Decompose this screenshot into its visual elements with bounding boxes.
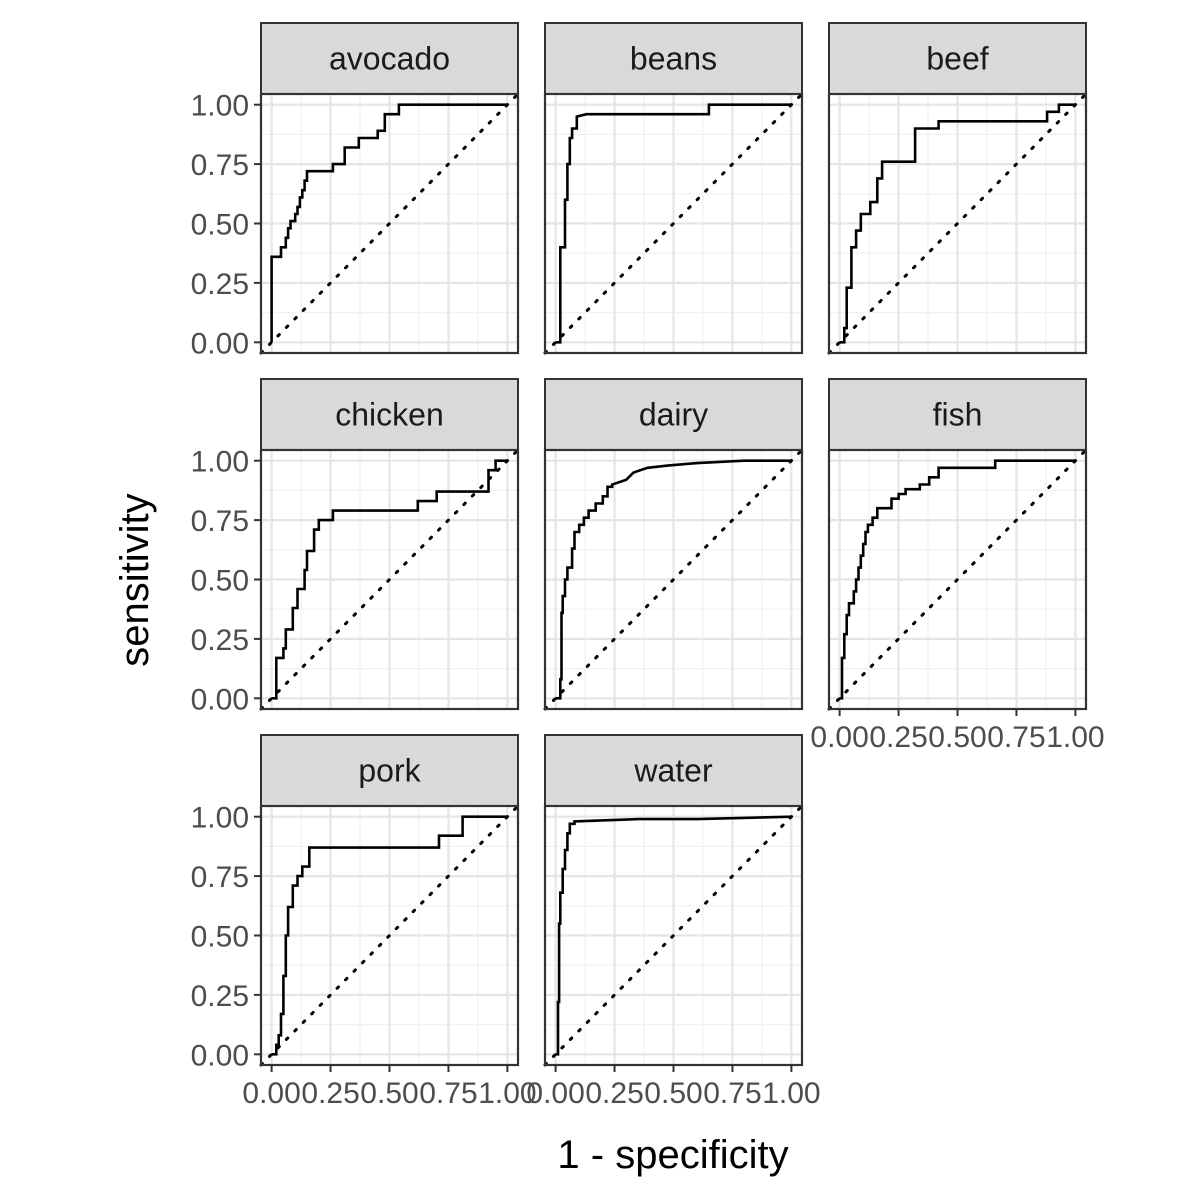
x-tick-label: 0.00 (526, 1077, 584, 1110)
facet-strip (544, 734, 803, 807)
facet-strip (544, 378, 803, 451)
panel-border (827, 92, 1088, 355)
y-tick-label: 0.75 (191, 861, 249, 894)
diagonal-reference-line (543, 92, 804, 355)
facet-strip-label: fish (933, 397, 983, 433)
x-tick-label: 1.00 (762, 1077, 820, 1110)
roc-curve-avocado (270, 103, 508, 343)
roc-curve-chicken (271, 459, 508, 700)
y-tick-label: 0.50 (191, 921, 249, 954)
y-tick-label: 1.00 (191, 90, 249, 123)
x-tick-label: 0.75 (703, 1077, 761, 1110)
x-tick-label: 1.00 (478, 1077, 536, 1110)
facet-panel-dairy: dairy (543, 378, 804, 711)
facet-panel-avocado: avocado 0.00 0.25 0.50 0.75 1.00 (191, 22, 520, 360)
facet-strip-label: dairy (639, 397, 708, 433)
y-tick-label: 1.00 (191, 802, 249, 835)
panel-border (543, 92, 804, 355)
y-tick-label: 0.00 (191, 1039, 249, 1072)
facet-strip (828, 378, 1087, 451)
y-tick-label: 1.00 (191, 446, 249, 479)
roc-curve-dairy (555, 459, 792, 700)
x-tick-label: 0.75 (419, 1077, 477, 1110)
x-tick-label: 0.00 (810, 721, 868, 754)
roc-curve-fish (839, 459, 1076, 700)
diagonal-reference-line (259, 448, 520, 711)
facet-strip-label: beans (630, 41, 717, 77)
facet-strip (260, 734, 519, 807)
facet-strip-label: pork (358, 753, 421, 789)
x-tick-label: 0.50 (928, 721, 986, 754)
facet-panel-water: water 0.00 0.25 0.50 0.75 1.00 (526, 734, 821, 1110)
x-tick-label: 0.25 (869, 721, 927, 754)
y-tick-label: 0.50 (191, 565, 249, 598)
x-tick-label: 0.50 (360, 1077, 418, 1110)
diagonal-reference-line (259, 92, 520, 355)
y-tick-label: 0.50 (191, 209, 249, 242)
x-tick-label: 0.25 (301, 1077, 359, 1110)
facet-strip (260, 22, 519, 95)
facet-strip (828, 22, 1087, 95)
diagonal-reference-line (543, 804, 804, 1067)
panel-border (543, 448, 804, 711)
x-tick-label: 0.50 (644, 1077, 702, 1110)
facet-strip-label: avocado (329, 41, 450, 77)
facet-panel-fish: fish 0.00 0.25 0.50 0.75 1.00 (810, 378, 1105, 754)
roc-curve-beef (839, 103, 1076, 344)
facet-strip-label: chicken (335, 397, 444, 433)
roc-curve-water (555, 815, 792, 1056)
y-tick-label: 0.25 (191, 624, 249, 657)
facet-panel-beans: beans (543, 22, 804, 355)
y-axis-title: sensitivity (113, 493, 157, 666)
roc-curve-pork (271, 815, 508, 1056)
facet-strip (260, 378, 519, 451)
facet-strip-label: water (633, 753, 713, 789)
facet-strip (544, 22, 803, 95)
y-tick-label: 0.75 (191, 505, 249, 538)
x-axis-title: 1 - specificity (557, 1133, 788, 1177)
facet-panel-chicken: chicken 0.00 0.25 0.50 0.75 1.00 (191, 378, 520, 716)
x-tick-label: 0.25 (585, 1077, 643, 1110)
x-tick-label: 0.75 (987, 721, 1045, 754)
diagonal-reference-line (827, 448, 1088, 711)
facet-panel-beef: beef (827, 22, 1088, 355)
y-tick-label: 0.25 (191, 980, 249, 1013)
x-tick-label: 1.00 (1046, 721, 1104, 754)
y-tick-label: 0.00 (191, 327, 249, 360)
roc-curve-beans (555, 103, 792, 344)
diagonal-reference-line (543, 448, 804, 711)
y-tick-label: 0.25 (191, 268, 249, 301)
diagonal-reference-line (259, 804, 520, 1067)
facet-strip-label: beef (926, 41, 988, 77)
diagonal-reference-line (827, 92, 1088, 355)
x-tick-label: 0.00 (242, 1077, 300, 1110)
y-tick-label: 0.75 (191, 149, 249, 182)
y-tick-label: 0.00 (191, 683, 249, 716)
